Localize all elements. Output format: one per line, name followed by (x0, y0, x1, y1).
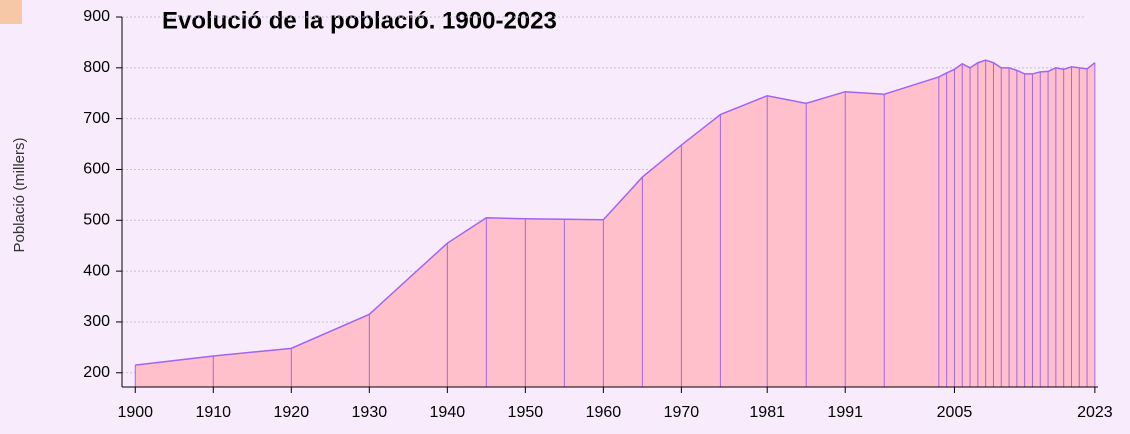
x-tick-label: 2023 (1077, 404, 1113, 421)
y-tick-label: 900 (83, 8, 110, 25)
chart-title: Evolució de la població. 1900-2023 (162, 7, 557, 34)
icon (0, 0, 22, 24)
line (135, 59, 1096, 366)
y-tick-label: 600 (83, 161, 110, 178)
y-tick-label: 700 (83, 110, 110, 127)
y-axis-label: Població (millers) (11, 137, 28, 252)
x-tick-label: 1920 (274, 404, 310, 421)
x-tick-label: 1930 (352, 404, 388, 421)
y-tick-label: 200 (83, 364, 110, 381)
y-tick-label: 500 (83, 212, 110, 229)
x-tick-label: 1940 (430, 404, 466, 421)
x-tick-label: 1960 (586, 404, 622, 421)
x-tick-label: 1910 (195, 404, 231, 421)
x-tick-label: 1950 (508, 404, 544, 421)
y-tick-label: 300 (83, 313, 110, 330)
x-tick-label: 1981 (749, 404, 785, 421)
x-tick-label: 1900 (117, 404, 153, 421)
area (135, 60, 1095, 387)
x-tick-label: 1991 (827, 404, 863, 421)
x-tick-label: 2005 (937, 404, 973, 421)
y-tick-label: 400 (83, 262, 110, 279)
x-tick-label: 1970 (664, 404, 700, 421)
y-tick-label: 800 (83, 59, 110, 76)
